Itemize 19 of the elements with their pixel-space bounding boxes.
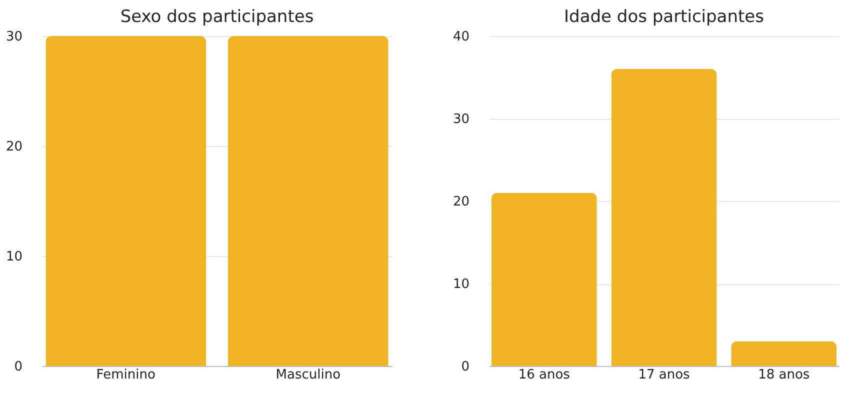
y-tick-label: 0 [461, 360, 470, 374]
y-tick-label: 20 [452, 194, 470, 210]
bar [731, 341, 837, 366]
x-tick-label: Feminino [96, 368, 156, 382]
y-tick-label: 20 [6, 140, 22, 154]
x-tick-label: 17 anos [638, 368, 690, 382]
y-tick-label: 30 [452, 112, 470, 127]
x-tick-label: 16 anos [518, 368, 570, 382]
chart-title: Idade dos participantes [564, 7, 764, 27]
x-tick-label: 18 anos [758, 368, 810, 382]
y-tick-label: 10 [6, 250, 22, 264]
y-tick-label: 10 [452, 277, 470, 292]
y-tick-label: 40 [452, 30, 470, 44]
y-tick-label: 30 [6, 30, 22, 44]
bar [491, 192, 597, 366]
bar [611, 69, 717, 366]
chart-title: Sexo dos participantes [120, 7, 314, 27]
y-tick-label: 0 [14, 360, 22, 374]
x-tick-label: Masculino [276, 368, 341, 382]
